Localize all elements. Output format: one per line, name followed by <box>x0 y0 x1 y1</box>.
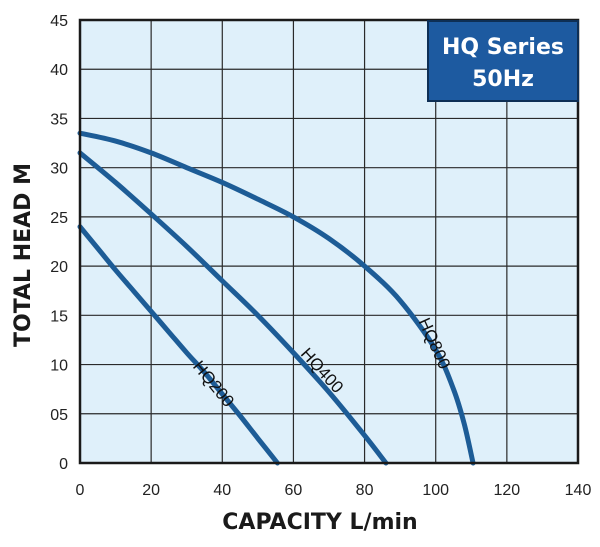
y-tick-label: 25 <box>50 210 68 227</box>
legend-box: HQ Series 50Hz <box>427 20 579 102</box>
curve-hq400 <box>77 150 389 466</box>
curve-hq800 <box>77 130 476 466</box>
x-axis-ticks: 0 20 40 60 80 100 120 140 <box>76 482 592 499</box>
x-tick-label: 140 <box>565 482 592 499</box>
chart-title-line-1: HQ Series <box>442 35 564 60</box>
y-tick-label: 05 <box>50 407 68 424</box>
x-tick-label: 120 <box>494 482 521 499</box>
x-tick-label: 60 <box>285 482 303 499</box>
x-tick-label: 20 <box>142 482 160 499</box>
y-tick-label: 10 <box>50 358 68 375</box>
x-tick-label: 80 <box>356 482 374 499</box>
y-tick-label: 45 <box>50 13 68 30</box>
x-axis-title: CAPACITY L/min <box>222 510 417 535</box>
x-tick-label: 40 <box>213 482 231 499</box>
y-tick-label: 15 <box>50 308 68 325</box>
chart-title-line-2: 50Hz <box>472 67 534 92</box>
y-tick-label: 40 <box>50 62 68 79</box>
y-axis-title: TOTAL HEAD M <box>11 163 36 347</box>
y-tick-label: 30 <box>50 161 68 178</box>
y-tick-label: 35 <box>50 111 68 128</box>
curve-hq200 <box>77 224 280 466</box>
x-tick-label: 0 <box>76 482 85 499</box>
curves <box>77 130 476 466</box>
y-tick-label: 0 <box>59 456 68 473</box>
y-axis-ticks: 0 05 10 15 20 25 30 35 40 45 <box>50 13 68 473</box>
plot-frame <box>78 18 580 465</box>
grid <box>80 20 578 463</box>
y-tick-label: 20 <box>50 259 68 276</box>
x-tick-label: 100 <box>422 482 449 499</box>
